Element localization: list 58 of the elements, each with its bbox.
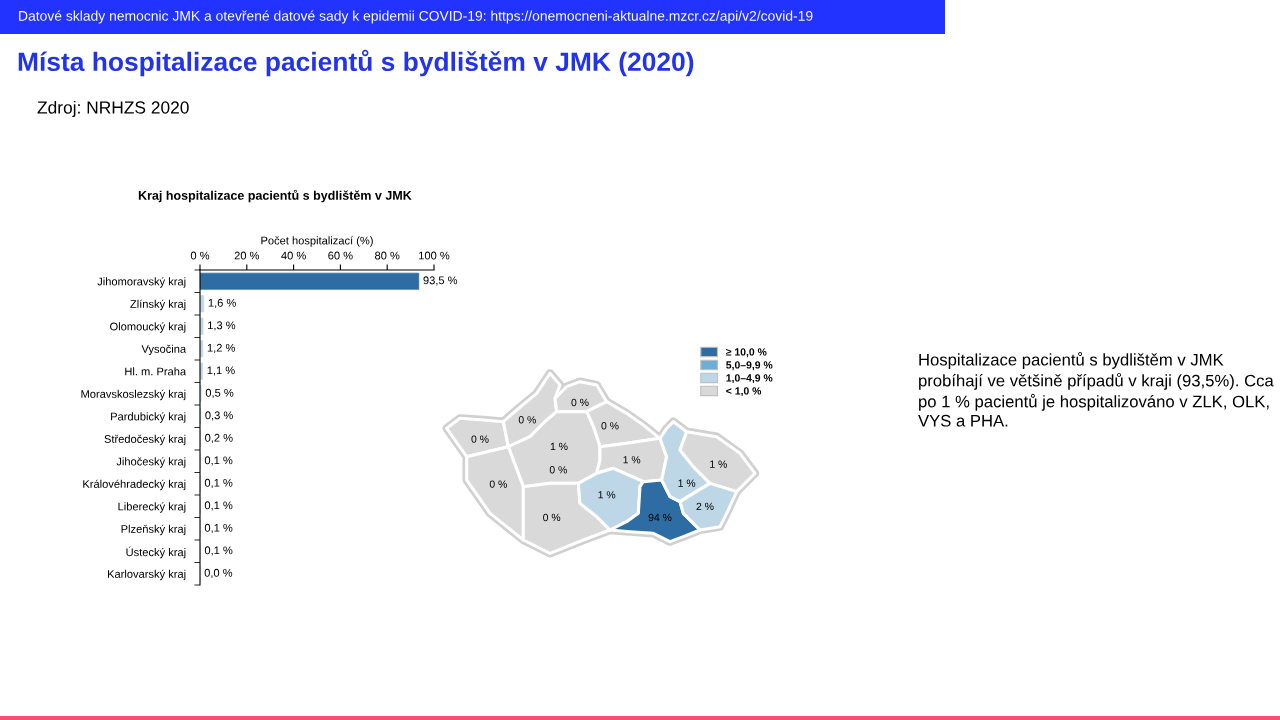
x-tick-label: 80 % (375, 251, 400, 260)
data-label: 0,5 % (205, 388, 234, 399)
data-label: 1,1 % (207, 366, 235, 376)
data-label: 0,1 % (204, 456, 233, 466)
text: Zdroj: NRHZS 2020 (37, 100, 189, 118)
text: 1 % (678, 479, 696, 487)
legend-label: 5,0–9,9 % (726, 361, 773, 371)
text: 0 % (471, 435, 489, 443)
y-tick-label: Zlínský kraj (130, 299, 186, 311)
text: 94 % (648, 513, 672, 522)
text: 0 % (549, 466, 567, 474)
text: 0 % (571, 398, 589, 407)
data-label: 1,3 % (208, 321, 236, 331)
x-tick-label: 0 % (190, 251, 210, 260)
text: Datové sklady nemocnic JMK a otevřené datové sady k epidemii COVID-19: https://onemocneni-aktualne.mzcr.cz/api/v2/covid-19 (19, 10, 813, 24)
text: 0 % (543, 513, 561, 522)
y-tick-label: Vysočina (141, 344, 187, 356)
y-tick-label: Ústecký kraj (126, 546, 186, 559)
y-tick-label: Hl. m. Praha (125, 367, 187, 376)
data-label: 0,2 % (205, 433, 233, 444)
y-tick-label: Pardubický kraj (111, 412, 186, 423)
y-tick-label: Karlovarský kraj (107, 569, 186, 581)
legend-label: ≥ 10,0 % (726, 348, 767, 358)
chart-title: Kraj hospitalizace pacientů s bydlištěm v JMK (138, 189, 412, 203)
text: 2 % (696, 502, 714, 511)
text: Místa hospitalizace pacientů s bydlištěm v JMK (2020) (18, 49, 694, 77)
y-tick-label: Královéhradecký kraj (83, 479, 186, 491)
text: 0 % (601, 422, 619, 430)
x-tick-label: 40 % (281, 251, 306, 260)
data-label: 93,5 % (423, 276, 458, 286)
text: 0 % (518, 416, 536, 424)
data-label: 0,1 % (204, 501, 233, 511)
data-label: 0,1 % (204, 523, 233, 534)
y-tick-label: Liberecký kraj (118, 502, 186, 513)
x-tick-label: 100 % (419, 251, 450, 260)
text: 1 % (598, 491, 616, 499)
data-label: 1,6 % (208, 298, 236, 309)
data-label: 0,1 % (204, 546, 233, 556)
text: 1 % (550, 442, 568, 451)
text: 1 % (710, 460, 727, 468)
y-tick-label: Olomoucký kraj (110, 322, 186, 333)
y-tick-label: Středočeský kraj (104, 434, 186, 446)
y-tick-label: Jihočeský kraj (116, 457, 186, 468)
y-tick-label: Jihomoravský kraj (97, 277, 186, 288)
data-label: 0,3 % (205, 411, 233, 421)
text: 1 % (623, 456, 641, 464)
y-tick-label: Moravskoslezský kraj (81, 389, 186, 401)
data-label: 0,0 % (204, 568, 233, 579)
data-label: 1,2 % (207, 343, 235, 354)
x-tick-label: 20 % (234, 251, 260, 260)
legend-label: 1,0–4,9 % (726, 374, 773, 384)
x-axis-title: Počet hospitalizací (%) (261, 236, 373, 247)
legend-label: < 1,0 % (726, 387, 762, 397)
text: Hospitalizace pacientů s bydlištěm v JMK probíhají ve většině případů v kraji (93,5%). Cca po 1 % pacientů je hospitalizováno v ZLK, OLK, VYS a PHA. (918, 352, 1274, 427)
text: 0 % (489, 480, 507, 488)
x-tick-label: 60 % (328, 251, 353, 260)
y-tick-label: Plzeňský kraj (121, 524, 186, 536)
data-label: 0,1 % (204, 478, 233, 489)
